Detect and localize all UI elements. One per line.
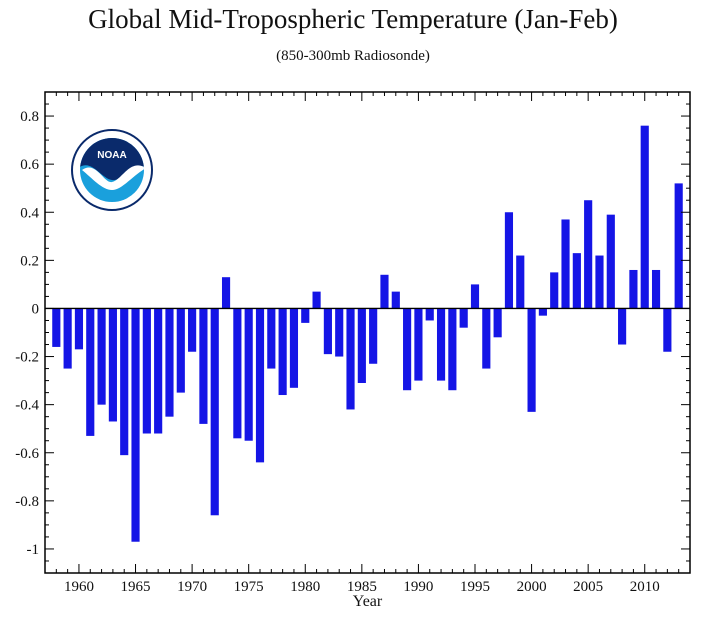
y-tick-label: -0.6 bbox=[15, 446, 39, 462]
bar-2003 bbox=[561, 219, 570, 309]
plot-frame bbox=[44, 91, 691, 574]
bar-2009 bbox=[629, 269, 638, 309]
bar-1969 bbox=[176, 308, 185, 393]
y-tick-label: 0.4 bbox=[20, 205, 39, 221]
bar-1988 bbox=[391, 291, 400, 309]
bar-2007 bbox=[606, 214, 615, 309]
x-tick-label: 2000 bbox=[517, 579, 547, 595]
noaa-logo: NOAA bbox=[71, 129, 153, 211]
bar-1993 bbox=[448, 308, 457, 391]
bar-1979 bbox=[289, 308, 299, 388]
logo-text: NOAA bbox=[97, 150, 126, 161]
x-tick-label: 1985 bbox=[347, 579, 377, 595]
y-tick-label: -0.8 bbox=[15, 494, 39, 510]
bar-1972 bbox=[210, 308, 219, 516]
x-tick-label: 1995 bbox=[460, 579, 490, 595]
bar-1991 bbox=[425, 308, 434, 321]
bar-1992 bbox=[436, 308, 446, 381]
bar-1958 bbox=[52, 308, 61, 347]
bar-1977 bbox=[267, 308, 276, 369]
bar-2011 bbox=[651, 269, 661, 309]
bar-2008 bbox=[618, 308, 627, 345]
bar-2006 bbox=[595, 255, 604, 309]
x-axis-label: Year bbox=[353, 593, 383, 610]
bar-1961 bbox=[86, 308, 95, 436]
bar-1976 bbox=[255, 308, 265, 463]
y-tick-label: -1 bbox=[27, 542, 40, 558]
x-tick-label: 1980 bbox=[290, 579, 320, 595]
bar-1971 bbox=[199, 308, 208, 424]
x-tick-labels: 1960 1965 1970 1975 1980 1985 1990 1995 2000 2005… bbox=[64, 579, 660, 595]
y-tick-label: 0 bbox=[32, 301, 40, 317]
bar-1984 bbox=[346, 308, 355, 410]
bar-1999 bbox=[516, 255, 525, 309]
y-tick-label: 0.6 bbox=[20, 157, 39, 173]
bar-2013 bbox=[674, 183, 683, 309]
x-tick-label: 1990 bbox=[403, 579, 433, 595]
bar-2000 bbox=[527, 308, 536, 412]
bar-1967 bbox=[154, 308, 163, 434]
bar-2002 bbox=[550, 272, 559, 309]
y-tick-label: 0.2 bbox=[20, 253, 39, 269]
y-tick-label: -0.2 bbox=[15, 350, 39, 366]
bar-1959 bbox=[63, 308, 72, 369]
bar-1994 bbox=[459, 308, 468, 328]
bar-1996 bbox=[482, 308, 491, 369]
x-tick-label: 1965 bbox=[121, 579, 151, 595]
bar-1964 bbox=[120, 308, 129, 456]
x-tick-label: 2010 bbox=[630, 579, 660, 595]
bar-1960 bbox=[74, 308, 84, 350]
bar-1989 bbox=[403, 308, 412, 391]
bar-2005 bbox=[584, 200, 593, 309]
y-tick-labels: 0.8 0.6 0.4 0.2 0 -0.2 -0.4 -0.6 -0.8 -1 bbox=[15, 109, 39, 558]
x-tick-label: 2005 bbox=[573, 579, 603, 595]
x-tick-label: 1960 bbox=[64, 579, 94, 595]
bar-1965 bbox=[131, 308, 140, 542]
bar-1968 bbox=[165, 308, 174, 417]
bar-1997 bbox=[493, 308, 502, 338]
chart-title: Global Mid-Tropospheric Temperature (Jan… bbox=[88, 4, 618, 34]
bar-2010 bbox=[640, 125, 649, 309]
bar-1980 bbox=[301, 308, 310, 323]
bar-2001 bbox=[538, 308, 547, 316]
bar-1987 bbox=[380, 274, 389, 309]
y-tick-label: 0.8 bbox=[20, 109, 39, 125]
bar-1962 bbox=[97, 308, 106, 405]
x-tick-label: 1975 bbox=[234, 579, 264, 595]
logo-bird bbox=[82, 165, 144, 190]
bar-1970 bbox=[188, 308, 197, 352]
bar-1966 bbox=[142, 308, 151, 434]
bar-2012 bbox=[663, 308, 672, 352]
chart-subtitle: (850-300mb Radiosonde) bbox=[276, 48, 430, 64]
bar-1986 bbox=[369, 308, 378, 364]
bar-1995 bbox=[470, 284, 480, 309]
bar-series bbox=[52, 125, 683, 542]
bar-1975 bbox=[244, 308, 253, 441]
bar-1998 bbox=[504, 212, 514, 309]
bar-1973 bbox=[221, 277, 231, 309]
bar-1974 bbox=[233, 308, 242, 439]
bar-1963 bbox=[108, 308, 117, 422]
bar-1983 bbox=[335, 308, 344, 357]
bar-1981 bbox=[312, 291, 321, 309]
bar-1982 bbox=[323, 308, 332, 355]
x-tick-label: 1970 bbox=[177, 579, 207, 595]
bar-2004 bbox=[572, 253, 581, 309]
bar-1978 bbox=[278, 308, 287, 396]
bar-1985 bbox=[357, 308, 366, 383]
bar-1990 bbox=[414, 308, 423, 381]
y-tick-label: -0.4 bbox=[15, 398, 39, 414]
